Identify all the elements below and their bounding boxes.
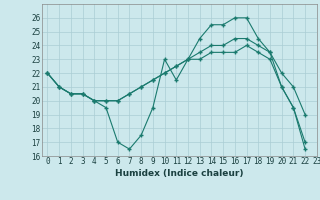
X-axis label: Humidex (Indice chaleur): Humidex (Indice chaleur): [115, 169, 244, 178]
